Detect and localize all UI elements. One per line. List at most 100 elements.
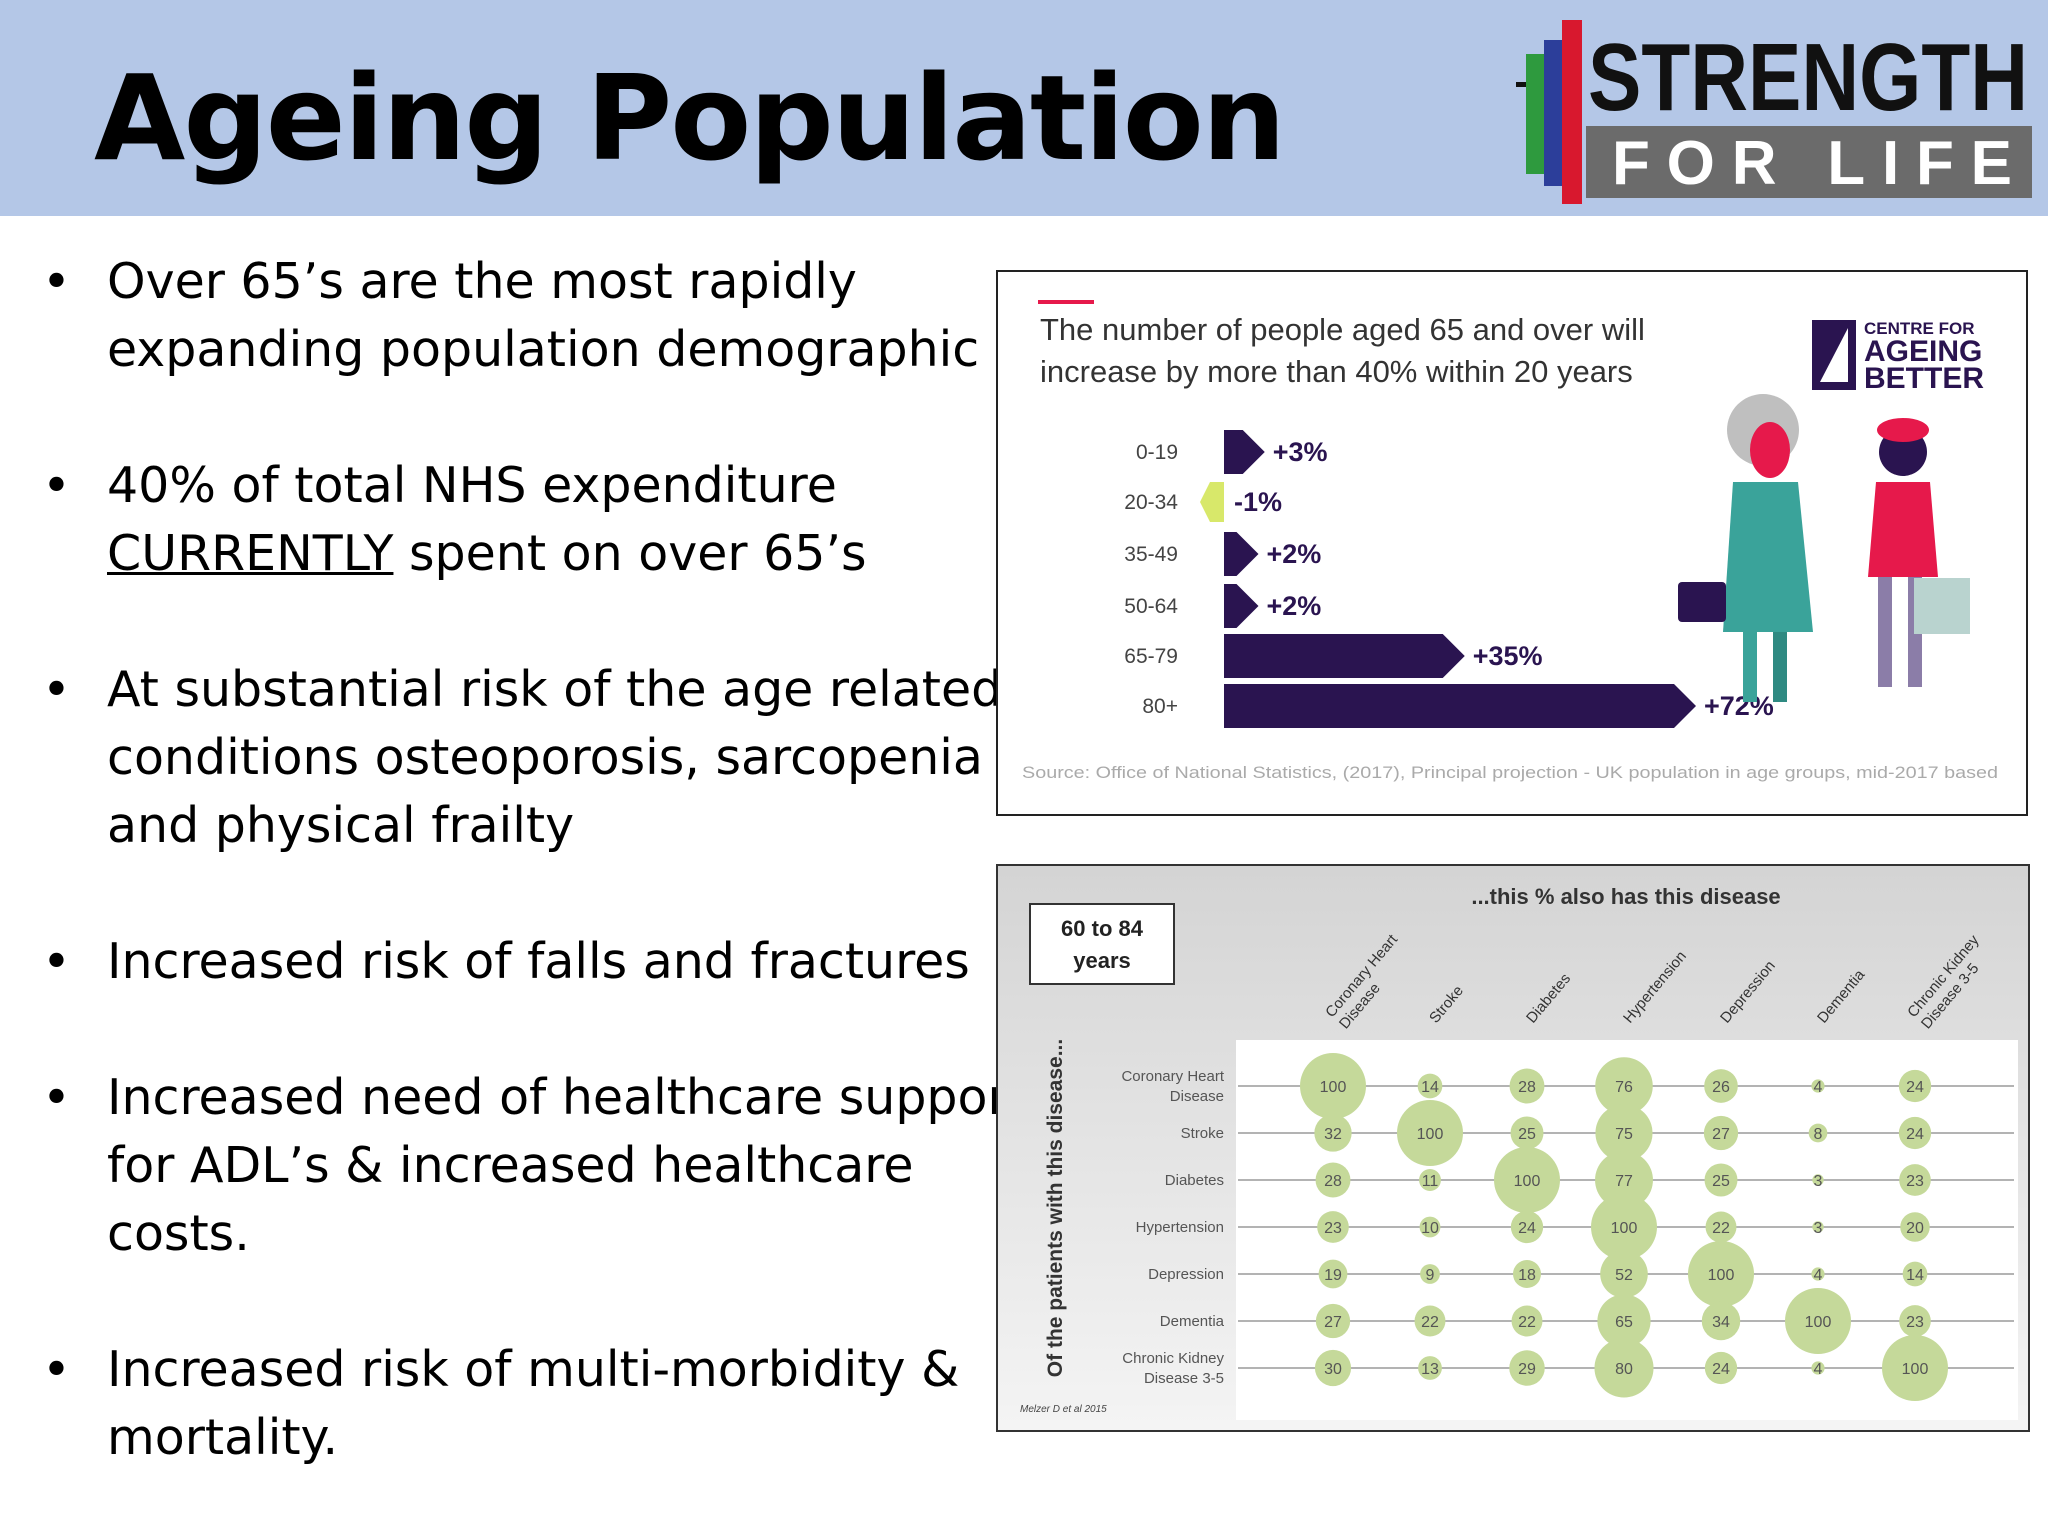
person2-cap — [1877, 418, 1929, 442]
bubble — [1315, 1303, 1351, 1339]
bubble-value: 27 — [1712, 1126, 1730, 1143]
underlined-word: CURRENTLY — [107, 525, 394, 582]
brand-text-line: CENTRE FOR — [1864, 319, 1975, 338]
category-label: 50-64 — [1124, 595, 1178, 618]
bubble-value: 11 — [1422, 1173, 1439, 1190]
title-bar: Ageing Population STRENGTH FOR LIFE — [0, 0, 2048, 216]
bubble-value: 75 — [1615, 1126, 1633, 1143]
bubble — [1314, 1114, 1352, 1152]
bubble — [1595, 1057, 1653, 1115]
bubble-value: 29 — [1518, 1361, 1536, 1378]
bar — [1224, 532, 1259, 576]
bubble — [1812, 1221, 1824, 1233]
bubble — [1314, 1349, 1352, 1387]
bubble — [1705, 1211, 1737, 1243]
bubble — [1509, 1068, 1545, 1104]
bubble-value: 100 — [1514, 1173, 1541, 1190]
bar-value-label: +35% — [1473, 641, 1543, 671]
bubble-value: 24 — [1906, 1126, 1924, 1143]
bubble-value: 23 — [1324, 1220, 1342, 1237]
page-title: Ageing Population — [94, 49, 1286, 187]
row-label: Disease — [1170, 1088, 1224, 1105]
bubble-value: 76 — [1615, 1079, 1633, 1096]
brand-text-line: AGEING — [1864, 335, 1982, 368]
column-heading: ...this % also has this disease — [1471, 884, 1780, 909]
bubble-value: 14 — [1906, 1267, 1924, 1284]
bullet-dot: • — [42, 253, 71, 310]
bubble — [1704, 1163, 1738, 1197]
brand-mark-slash — [1820, 328, 1848, 382]
bubble-value: 80 — [1615, 1361, 1633, 1378]
chart-source: Source: Office of National Statistics, (… — [1022, 763, 1998, 782]
bar — [1224, 430, 1265, 474]
person2-bag — [1914, 578, 1970, 634]
bubble — [1595, 1151, 1653, 1209]
bubble — [1808, 1123, 1828, 1143]
logo-bar-red — [1562, 20, 1582, 204]
elderly-people-illustration — [1678, 394, 1970, 702]
bullet-dot: • — [42, 1069, 71, 1126]
bullet-line: CURRENTLY spent on over 65’s — [107, 525, 867, 582]
bar-value-label: +2% — [1267, 539, 1322, 569]
bubble-value: 100 — [1708, 1267, 1735, 1284]
logo-bar-green — [1526, 54, 1544, 174]
bubble-value: 19 — [1324, 1267, 1342, 1284]
bubble — [1811, 1361, 1825, 1375]
bubble-value: 34 — [1712, 1314, 1730, 1331]
bubble-value: 3 — [1814, 1173, 1823, 1190]
bullet-line: conditions osteoporosis, sarcopenia — [107, 729, 983, 786]
bubble-value: 25 — [1518, 1126, 1536, 1143]
bubble — [1315, 1162, 1351, 1198]
bubble-value: 100 — [1320, 1079, 1347, 1096]
bullet-line: expanding population demographic — [107, 321, 980, 378]
row-label: Chronic Kidney — [1122, 1350, 1224, 1367]
accent-line — [1038, 300, 1094, 304]
bubble — [1899, 1305, 1931, 1337]
bubble — [1509, 1350, 1545, 1386]
category-label: 20-34 — [1124, 491, 1178, 514]
bullet-line: mortality. — [107, 1409, 339, 1466]
bubble — [1317, 1211, 1349, 1243]
bubble — [1600, 1250, 1648, 1298]
person2-leg — [1878, 577, 1892, 687]
row-label: Disease 3-5 — [1144, 1370, 1224, 1387]
citation: Melzer D et al 2015 — [1020, 1404, 1107, 1415]
bullet-dot: • — [42, 457, 71, 514]
bubble — [1595, 1104, 1653, 1162]
bubble — [1494, 1147, 1560, 1213]
bubble-value: 32 — [1324, 1126, 1342, 1143]
bubble-value: 4 — [1814, 1361, 1823, 1378]
bullet-line: Over 65’s are the most rapidly — [107, 253, 857, 310]
bubble-value: 18 — [1518, 1267, 1536, 1284]
bullet-item: • Increased need of healthcare support for… — [42, 1064, 1027, 1268]
bubble-value: 100 — [1902, 1361, 1929, 1378]
bullet-item: • At substantial risk of the age related c… — [42, 656, 1027, 860]
bubble-value: 23 — [1906, 1173, 1924, 1190]
logo-band — [1586, 126, 2032, 198]
bubble — [1419, 1216, 1441, 1238]
bubble-value: 3 — [1814, 1220, 1823, 1237]
bubble — [1701, 1301, 1741, 1341]
bar-value-label: +3% — [1273, 437, 1328, 467]
bubble-value: 65 — [1615, 1314, 1633, 1331]
bubble-value: 13 — [1421, 1361, 1439, 1378]
bubble — [1812, 1174, 1824, 1186]
bar — [1224, 634, 1465, 678]
bubble-value: 23 — [1906, 1314, 1924, 1331]
person1-face — [1750, 422, 1790, 478]
bubble-value: 8 — [1814, 1126, 1823, 1143]
bullet-dot: • — [42, 1341, 71, 1398]
person1-bag — [1678, 582, 1726, 622]
bubble — [1397, 1100, 1463, 1166]
bubble — [1591, 1194, 1657, 1260]
bubble — [1417, 1073, 1443, 1099]
age-group-label: 60 to 84 — [1061, 916, 1144, 941]
bullet-dot: • — [42, 933, 71, 990]
bullet-dot: • — [42, 661, 71, 718]
bubble-value: 77 — [1615, 1173, 1633, 1190]
row-label: Coronary Heart — [1121, 1068, 1224, 1085]
row-heading: Of the patients with this disease... — [1044, 1039, 1067, 1377]
bubble — [1703, 1115, 1739, 1151]
person1-coat — [1723, 482, 1813, 632]
